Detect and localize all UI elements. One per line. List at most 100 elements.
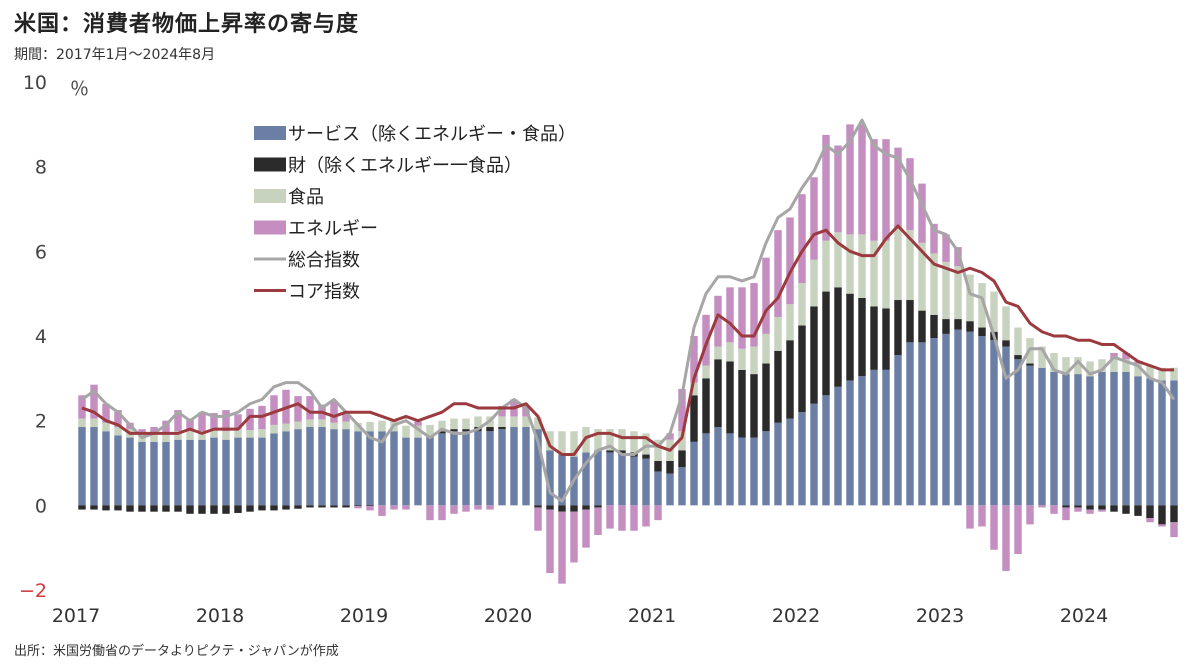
bar-segment (1122, 505, 1130, 514)
bar-segment (162, 505, 170, 512)
bar-segment (198, 431, 206, 440)
bar-segment (114, 505, 122, 511)
bar-segment (1086, 509, 1094, 514)
bar-segment (90, 427, 98, 506)
bar-segment (894, 147, 902, 229)
bar-segment (558, 431, 566, 455)
bar-segment (1122, 352, 1130, 360)
bar-segment (546, 505, 554, 510)
bar-segment (378, 431, 386, 506)
bar-segment (1002, 306, 1010, 341)
bar-segment (594, 507, 602, 535)
bar-segment (246, 429, 254, 438)
bar-segment (402, 425, 410, 438)
bar-segment (1086, 376, 1094, 506)
bar-segment (774, 350, 782, 423)
bar-segment (666, 433, 674, 440)
bar-segment (246, 505, 254, 512)
bar-segment (198, 505, 206, 514)
bar-segment (774, 230, 782, 317)
bar-segment (990, 505, 998, 550)
x-tick-label: 2022 (772, 605, 820, 627)
bar-segment (402, 505, 410, 510)
bar-segment (150, 427, 158, 434)
bar-segment (162, 441, 170, 506)
bar-segment (762, 363, 770, 432)
bar-segment (678, 388, 686, 432)
bar-segment (174, 410, 182, 432)
bar-segment (90, 418, 98, 428)
bar-segment (486, 431, 494, 506)
bar-segment (882, 369, 890, 506)
bar-segment (810, 259, 818, 307)
bar-segment (978, 327, 986, 336)
bar-segment (1158, 505, 1166, 525)
bar-segment (162, 433, 170, 442)
source-note: 出所：米国労働省のデータよりピクテ・ジャパンが作成 (14, 644, 339, 659)
bar-segment (510, 416, 518, 428)
bar-segment (486, 505, 494, 510)
bar-segment (462, 429, 470, 432)
bar-segment (486, 427, 494, 432)
bar-segment (978, 283, 986, 328)
bar-segment (966, 321, 974, 332)
bar-segment (78, 427, 86, 506)
bar-segment (342, 413, 350, 422)
bar-segment (78, 505, 86, 510)
bar-segment (174, 431, 182, 440)
y-axis-unit-label: ％ (70, 78, 89, 100)
x-axis: 2017 2018 2019 2020 2021 2022 2023 2024 (52, 605, 1108, 627)
bar-segment (1014, 355, 1022, 360)
bar-stack (78, 124, 1178, 584)
bar-segment (978, 505, 986, 527)
bar-segment (798, 283, 806, 326)
bar-segment (1062, 374, 1070, 506)
bar-segment (846, 124, 854, 235)
legend: サービス（除くエネルギー・食品） 財（除くエネルギー一食品） 食品エネルギー総合指数… (254, 124, 576, 303)
bar-segment (1146, 378, 1154, 506)
bar-segment (366, 421, 374, 432)
bar-segment (858, 297, 866, 377)
bar-segment (210, 437, 218, 506)
bar-segment (846, 234, 854, 294)
bar-segment (330, 422, 338, 430)
bar-segment (618, 429, 626, 451)
bar-segment (318, 427, 326, 506)
bar-segment (318, 505, 326, 508)
bar-segment (774, 316, 782, 351)
bar-segment (138, 429, 146, 434)
bar-segment (474, 431, 482, 506)
bar-segment (954, 319, 962, 330)
bar-segment (306, 396, 314, 420)
bar-segment (762, 333, 770, 364)
bar-segment (78, 418, 86, 428)
bar-segment (1074, 505, 1082, 508)
bar-segment (846, 380, 854, 506)
x-tick-label: 2024 (1060, 605, 1108, 627)
bar-segment (666, 460, 674, 474)
bar-segment (750, 437, 758, 506)
bar-segment (582, 505, 590, 510)
bar-segment (426, 505, 434, 521)
bar-segment (462, 505, 470, 512)
bar-segment (174, 505, 182, 512)
bar-segment (498, 427, 506, 430)
bar-segment (1062, 507, 1070, 521)
bar-segment (294, 429, 302, 506)
bar-segment (438, 420, 446, 432)
bar-segment (162, 420, 170, 434)
bar-segment (354, 505, 362, 507)
bar-segment (582, 452, 590, 506)
bar-segment (258, 429, 266, 438)
bar-segment (690, 395, 698, 442)
bar-segment (414, 425, 422, 438)
bar-segment (606, 450, 614, 453)
bar-segment (294, 396, 302, 422)
bar-segment (1074, 507, 1082, 512)
bar-segment (630, 431, 638, 453)
bar-segment (1038, 505, 1046, 508)
bar-segment (906, 342, 914, 506)
x-tick-label: 2023 (916, 605, 964, 627)
bar-segment (246, 437, 254, 506)
bar-segment (606, 452, 614, 506)
